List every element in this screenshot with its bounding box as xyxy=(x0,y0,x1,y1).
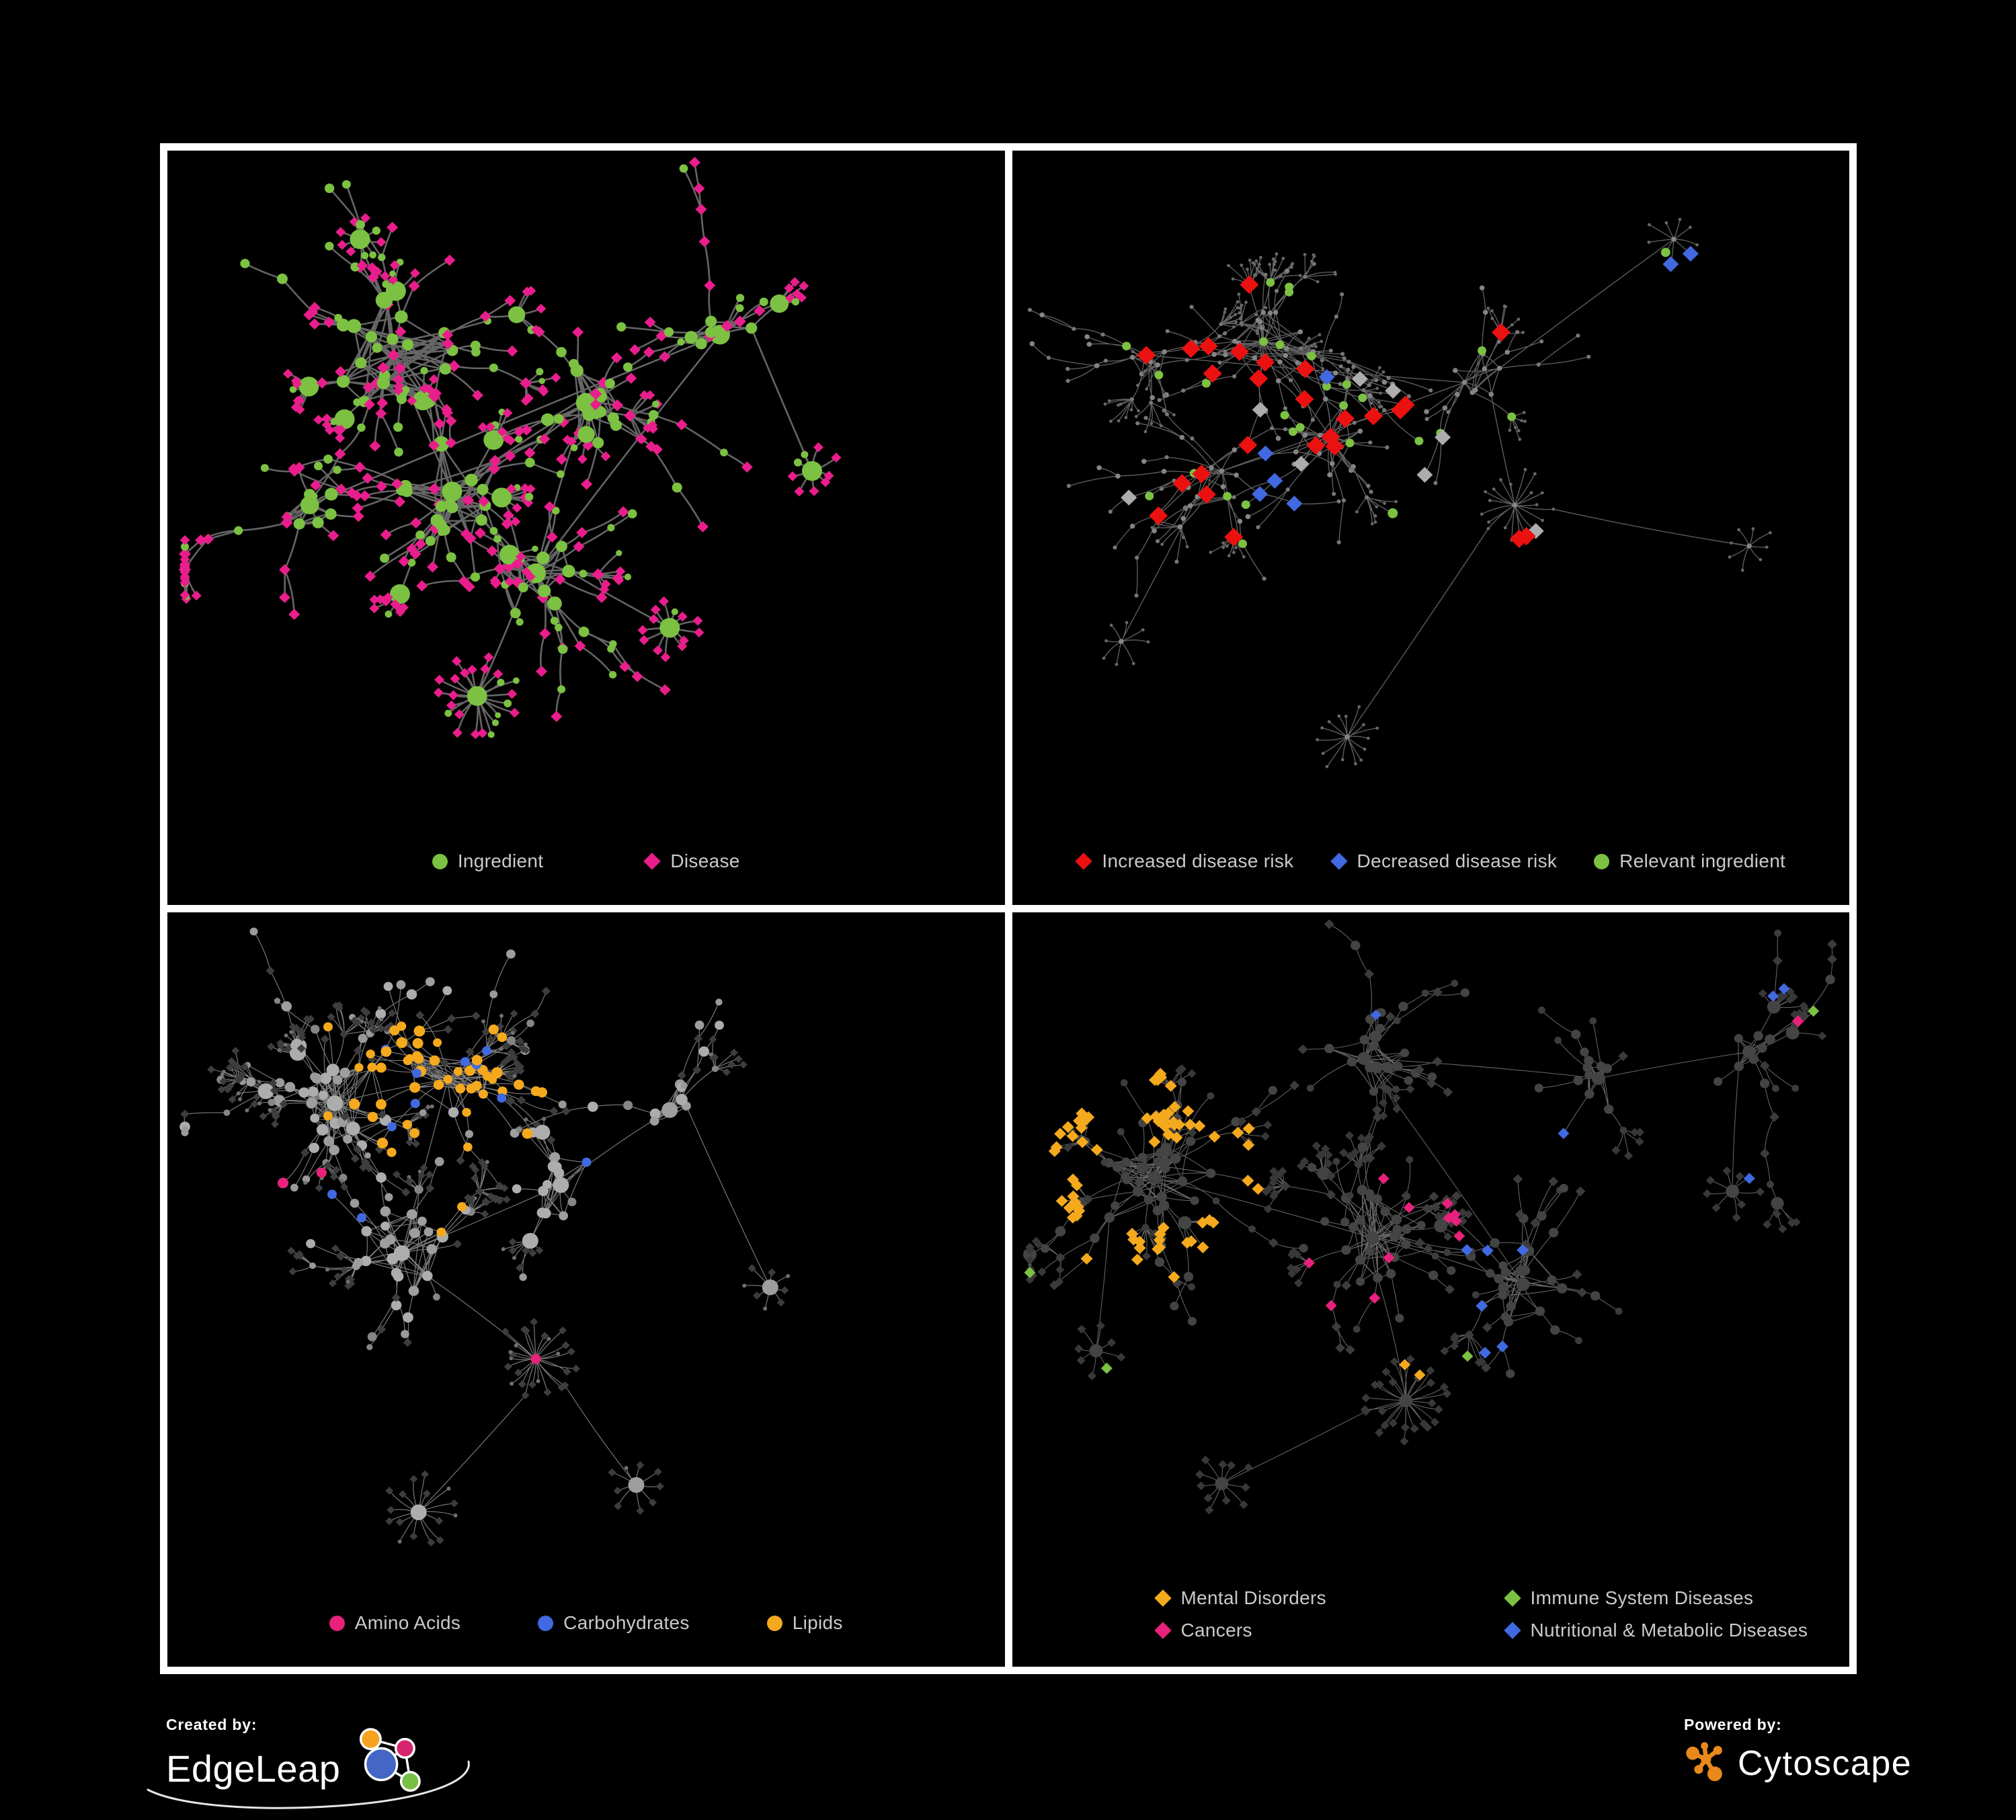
powered-by-block: Powered by: Cytoscape xyxy=(1684,1716,1993,1810)
legend-row: Amino Acids Carbohydrates Lipids xyxy=(167,1612,1005,1634)
powered-by-label: Powered by: xyxy=(1684,1716,1782,1733)
legend-label: Lipids xyxy=(792,1612,843,1633)
legend-row: Increased disease risk Decreased disease … xyxy=(1012,850,1850,872)
legend-swatch-circle xyxy=(1594,853,1610,869)
legend-disease-risk: Increased disease risk Decreased disease … xyxy=(1012,832,1850,905)
panel-disease-risk: Increased disease risk Decreased disease … xyxy=(1012,151,1850,905)
legend-swatch-diamond xyxy=(1154,1622,1172,1639)
edgeleap-wordmark: EdgeLeap xyxy=(166,1747,341,1790)
legend-label: Immune System Diseases xyxy=(1530,1587,1754,1608)
network-graph-macronutrients xyxy=(179,927,791,1547)
panel-disease-classes: Mental Disorders Immune System Diseases Ca… xyxy=(1012,912,1850,1667)
legend-ingredient-disease: Ingredient Disease xyxy=(167,832,1005,905)
legend-swatch-circle xyxy=(432,853,448,869)
legend-item: Cancers xyxy=(1154,1620,1504,1641)
legend-label: Increased disease risk xyxy=(1102,850,1294,871)
legend-item: Ingredient xyxy=(432,850,544,872)
legend-swatch-diamond xyxy=(1503,1589,1521,1607)
legend-item: Relevant ingredient xyxy=(1594,850,1785,872)
figure-grid: Ingredient Disease Increased disease risk… xyxy=(160,143,1857,1674)
legend-swatch-circle xyxy=(766,1615,782,1631)
legend-swatch-diamond xyxy=(1503,1622,1521,1639)
network-graph-disease-classes xyxy=(1022,919,1837,1515)
legend-row: Mental Disorders Immune System Diseases xyxy=(1012,1587,1850,1609)
created-by-block: Created by: EdgeLeap xyxy=(147,1716,569,1817)
legend-swatch-diamond xyxy=(1075,853,1093,870)
legend-swatch-circle xyxy=(538,1615,554,1631)
legend-row: Cancers Nutritional & Metabolic Diseases xyxy=(1012,1620,1850,1641)
panel-macronutrients: Amino Acids Carbohydrates Lipids xyxy=(167,912,1005,1667)
network-graph-disease-risk xyxy=(1027,218,1772,768)
legend-swatch-diamond xyxy=(1154,1589,1172,1607)
legend-swatch-diamond xyxy=(1330,853,1348,870)
legend-label: Decreased disease risk xyxy=(1357,850,1558,871)
legend-label: Relevant ingredient xyxy=(1619,850,1786,871)
legend-label: Carbohydrates xyxy=(563,1612,690,1633)
edgeleap-logo-icon xyxy=(360,1728,421,1792)
legend-item: Carbohydrates xyxy=(538,1612,690,1634)
legend-disease-classes: Mental Disorders Immune System Diseases Ca… xyxy=(1012,1577,1850,1667)
legend-item: Amino Acids xyxy=(329,1612,460,1634)
legend-swatch-circle xyxy=(329,1615,345,1631)
legend-label: Disease xyxy=(670,850,740,871)
legend-item: Disease xyxy=(643,850,740,872)
legend-item: Decreased disease risk xyxy=(1330,850,1558,872)
legend-row: Ingredient Disease xyxy=(167,850,1005,872)
cytoscape-wordmark: Cytoscape xyxy=(1738,1744,1912,1783)
legend-label: Ingredient xyxy=(457,850,544,871)
legend-macronutrients: Amino Acids Carbohydrates Lipids xyxy=(167,1594,1005,1667)
cytoscape-logo-icon xyxy=(1686,1742,1722,1782)
legend-item: Immune System Diseases xyxy=(1503,1587,1754,1609)
legend-item: Lipids xyxy=(766,1612,843,1634)
legend-label: Mental Disorders xyxy=(1180,1587,1326,1608)
created-by-label: Created by: xyxy=(166,1716,257,1733)
legend-label: Nutritional & Metabolic Diseases xyxy=(1530,1620,1808,1640)
legend-label: Amino Acids xyxy=(354,1612,461,1633)
network-graph-ingredient-disease xyxy=(179,157,842,740)
legend-item: Mental Disorders xyxy=(1154,1587,1504,1609)
panel-ingredient-disease: Ingredient Disease xyxy=(167,151,1005,905)
legend-swatch-diamond xyxy=(643,853,661,870)
legend-item: Increased disease risk xyxy=(1075,850,1294,872)
legend-label: Cancers xyxy=(1180,1620,1252,1640)
legend-item: Nutritional & Metabolic Diseases xyxy=(1503,1620,1808,1641)
